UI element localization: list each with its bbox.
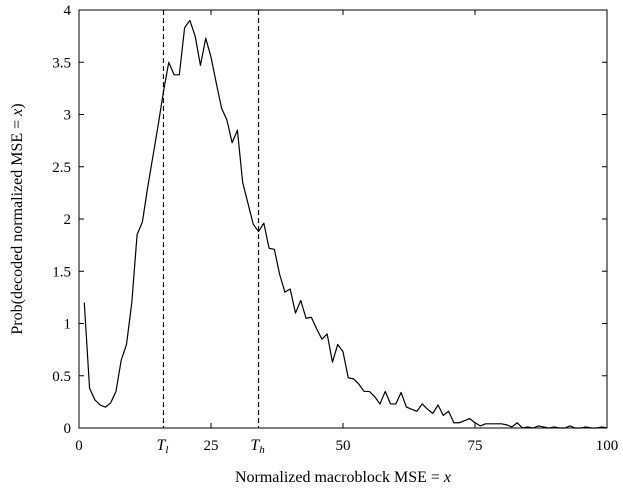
y-tick-label: 3 [64, 108, 72, 124]
series-group [83, 19, 608, 429]
plot-frame [78, 9, 608, 429]
series-line-0 [83, 19, 608, 429]
x-axis-label: Normalized macroblock MSE = x [235, 469, 451, 486]
y-tick-label: 0.5 [52, 369, 71, 385]
x-axis-ticks: 0 25 50 75 100 Tl Th [75, 10, 618, 456]
x-tick-label: 25 [204, 438, 219, 454]
y-axis-ticks: 0 0.5 1 1.5 2 2.5 3 3.5 4 [52, 3, 607, 437]
y-tick-label: 3.5 [52, 55, 71, 71]
x-tick-label: 75 [468, 438, 483, 454]
x-tick-label: 50 [336, 438, 351, 454]
y-tick-label: 2.5 [52, 160, 71, 176]
x-tick-label: 100 [596, 438, 619, 454]
y-tick-label: 4 [64, 3, 72, 19]
y-tick-label: 1.5 [52, 264, 71, 280]
y-axis-label: Prob(decoded normalized MSE = x) [9, 103, 26, 334]
threshold-label-l: Tl [156, 437, 168, 456]
threshold-lines [162, 10, 260, 428]
y-tick-label: 2 [64, 212, 72, 228]
threshold-label-h: Th [250, 437, 265, 456]
x-tick-label: 0 [75, 438, 83, 454]
y-tick-label: 1 [64, 317, 72, 333]
y-tick-label: 0 [64, 421, 72, 437]
